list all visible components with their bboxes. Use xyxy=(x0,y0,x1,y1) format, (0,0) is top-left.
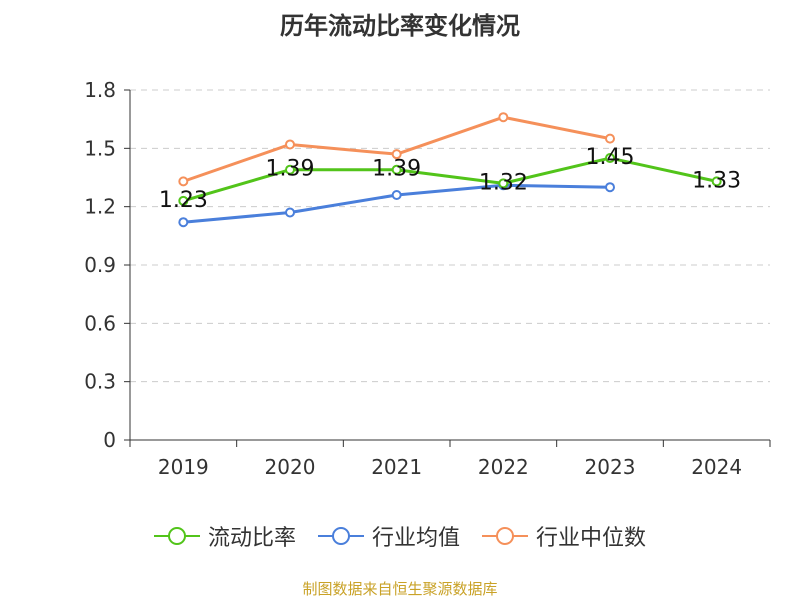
x-tick-label: 2024 xyxy=(691,455,742,479)
legend-label: 流动比率 xyxy=(207,526,296,551)
data-label: 1.23 xyxy=(159,188,208,213)
data-point xyxy=(178,217,189,228)
data-point xyxy=(605,182,615,193)
x-tick-label: 2021 xyxy=(371,455,422,479)
y-tick-label: 1.5 xyxy=(84,136,116,160)
x-tick-label: 2023 xyxy=(585,455,636,479)
y-tick-label: 0 xyxy=(103,428,116,452)
data-label: 1.45 xyxy=(586,145,635,170)
data-point xyxy=(391,190,402,200)
data-label: 1.39 xyxy=(266,157,315,182)
x-tick-label: 2020 xyxy=(265,455,316,479)
y-tick-label: 1.8 xyxy=(84,78,116,102)
data-point xyxy=(285,207,295,218)
y-tick-label: 0.3 xyxy=(84,370,116,394)
data-point xyxy=(391,149,402,160)
data-label: 1.33 xyxy=(692,168,741,193)
legend-label: 行业均值 xyxy=(371,526,460,551)
legend-item-industry-mean[interactable]: 行业均值 xyxy=(317,520,460,552)
data-point xyxy=(178,176,189,187)
x-tick-label: 2022 xyxy=(478,455,529,479)
y-tick-label: 1.2 xyxy=(84,195,116,219)
data-source-note: 制图数据来自恒生聚源数据库 xyxy=(302,580,498,598)
legend-item-current-ratio[interactable]: 流动比率 xyxy=(153,520,296,552)
series-line-0 xyxy=(182,156,717,203)
legend: 流动比率 行业均值 行业中位数 xyxy=(0,520,800,552)
legend-item-industry-median[interactable]: 行业中位数 xyxy=(482,520,646,552)
y-tick-label: 0.9 xyxy=(84,253,116,277)
legend-label: 行业中位数 xyxy=(536,526,647,551)
data-point xyxy=(178,195,189,206)
legend-marker-icon xyxy=(317,527,364,545)
data-label: 1.32 xyxy=(479,170,528,195)
data-point xyxy=(605,153,615,164)
data-label: 1.39 xyxy=(372,157,421,182)
data-point xyxy=(498,178,509,189)
legend-marker-icon xyxy=(482,527,528,545)
chart-title: 历年流动比率变化情况 xyxy=(280,12,520,40)
data-point xyxy=(285,164,295,175)
y-tick-label: 0.6 xyxy=(84,311,116,335)
x-tick-label: 2019 xyxy=(158,455,209,479)
data-point xyxy=(285,139,295,150)
data-point xyxy=(498,112,509,123)
legend-marker-icon xyxy=(153,527,200,545)
data-point xyxy=(605,133,615,144)
data-point xyxy=(711,176,722,187)
data-point xyxy=(391,164,402,175)
